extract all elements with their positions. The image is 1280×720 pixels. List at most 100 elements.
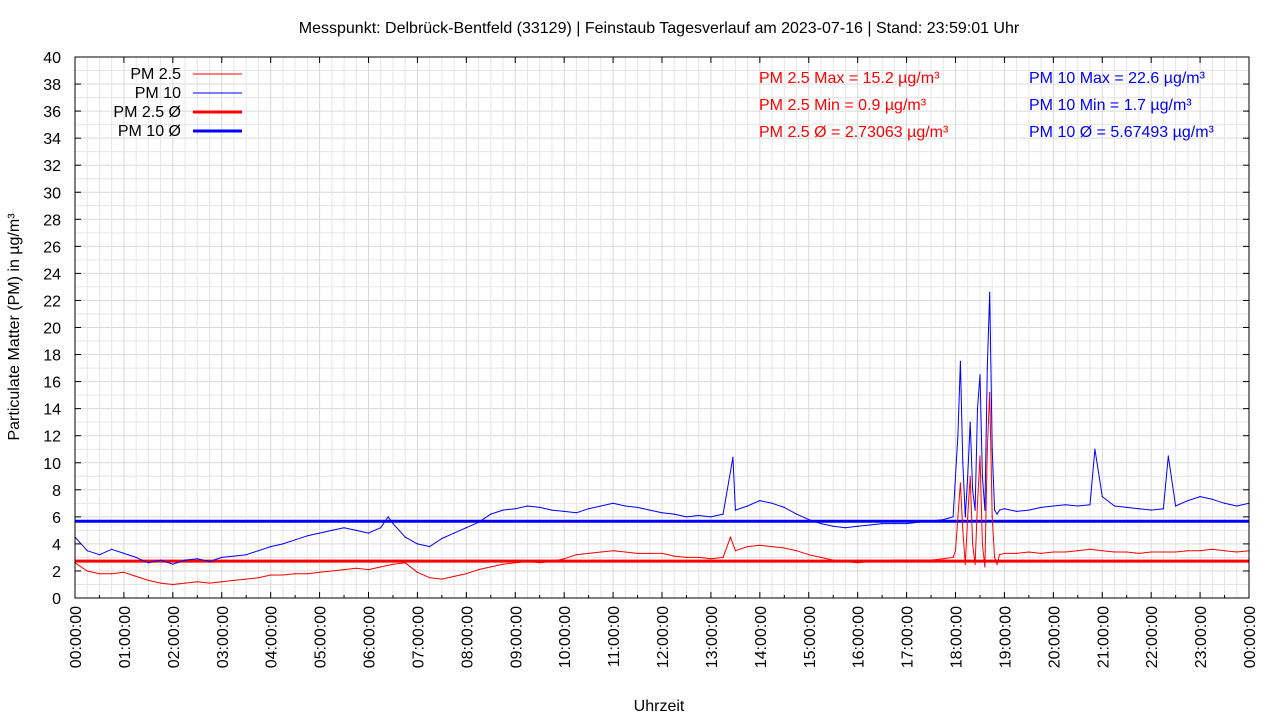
chart-title: Messpunkt: Delbrück-Bentfeld (33129) | F… (299, 20, 1020, 37)
data-point-pm-10 (710, 516, 712, 518)
x-tick-label: 07:00:00 (410, 606, 427, 668)
stats-annotations: PM 2.5 Max = 15.2 µg/m³ PM 2.5 Min = 0.9… (759, 70, 1215, 141)
y-tick-label: 32 (43, 158, 61, 175)
data-point-pm-10 (392, 523, 394, 525)
data-point-pm-2-5 (869, 560, 871, 563)
series-line-pm-10 (74, 291, 1250, 565)
data-point-pm-10 (969, 421, 971, 423)
data-point-pm-10 (478, 521, 480, 523)
data-point-pm-2-5 (964, 563, 966, 565)
data-point-pm-2-5 (1101, 550, 1103, 552)
data-point-pm-10 (649, 509, 651, 511)
data-point-pm-2-5 (976, 502, 979, 504)
data-point-pm-10 (771, 502, 773, 504)
y-tick-label: 30 (43, 185, 61, 202)
y-tick-label: 2 (52, 564, 61, 581)
y-axis-label: Particulate Matter (PM) in µg/m³ (6, 213, 23, 441)
data-point-pm-2-5 (111, 573, 113, 575)
data-point-pm-2-5 (808, 554, 810, 556)
data-point-pm-2-5 (930, 559, 932, 561)
legend-label-pm25-avg: PM 2.5 Ø (113, 104, 181, 121)
data-point-pm-10 (964, 516, 966, 518)
data-point-pm-10 (986, 367, 988, 369)
x-tick-label: 00:00:00 (1242, 606, 1259, 668)
data-point-pm-10 (1028, 509, 1030, 511)
data-point-pm-2-5 (942, 558, 944, 560)
data-point-pm-2-5 (954, 550, 957, 552)
data-point-pm-10 (673, 513, 675, 515)
data-point-pm-10 (184, 559, 186, 561)
data-point-pm-2-5 (998, 554, 1001, 556)
series-layer (74, 291, 1250, 586)
data-point-pm-10 (416, 543, 418, 545)
data-point-pm-10 (906, 523, 908, 525)
data-point-pm-2-5 (649, 552, 651, 555)
x-tick-label: 12:00:00 (655, 606, 672, 668)
stat-pm10-max: PM 10 Max = 22.6 µg/m³ (1029, 70, 1206, 87)
x-tick-label: 14:00:00 (753, 606, 770, 668)
data-point-pm-10 (123, 552, 125, 555)
data-point-pm-10 (994, 509, 996, 511)
data-point-pm-10 (636, 506, 639, 508)
data-point-pm-2-5 (355, 567, 357, 569)
data-point-pm-10 (981, 475, 984, 477)
data-point-pm-2-5 (86, 570, 88, 572)
data-point-pm-2-5 (1236, 551, 1238, 553)
data-point-pm-10 (429, 546, 431, 548)
data-point-pm-2-5 (1138, 552, 1140, 555)
x-tick-label: 01:00:00 (117, 606, 134, 668)
y-tick-label: 38 (43, 77, 61, 94)
data-point-pm-10 (832, 525, 834, 527)
x-tick-label: 10:00:00 (557, 606, 574, 668)
data-point-pm-10 (588, 508, 590, 510)
x-tick-label: 02:00:00 (166, 606, 183, 668)
data-point-pm-10 (380, 527, 382, 529)
data-point-pm-10 (972, 489, 974, 491)
data-point-pm-10 (1175, 505, 1177, 507)
data-point-pm-2-5 (551, 560, 553, 563)
legend-label-pm10: PM 10 (135, 85, 181, 102)
data-point-pm-2-5 (661, 552, 663, 555)
data-point-pm-10 (734, 509, 737, 511)
data-point-pm-10 (526, 505, 529, 507)
data-point-pm-10 (453, 532, 455, 534)
data-point-pm-10 (1150, 509, 1152, 511)
data-point-pm-2-5 (991, 516, 993, 518)
data-point-pm-10 (600, 505, 602, 507)
data-point-pm-2-5 (698, 556, 700, 559)
data-point-pm-2-5 (184, 582, 186, 584)
data-point-pm-2-5 (257, 577, 259, 579)
stat-pm25-min: PM 2.5 Min = 0.9 µg/m³ (759, 97, 927, 114)
data-point-pm-10 (367, 532, 370, 534)
x-tick-label: 13:00:00 (704, 606, 721, 668)
data-point-pm-2-5 (979, 455, 981, 457)
data-point-pm-10 (233, 555, 235, 557)
data-point-pm-2-5 (1187, 550, 1189, 552)
data-point-pm-10 (1089, 504, 1091, 506)
data-point-pm-2-5 (306, 573, 308, 575)
data-point-pm-10 (86, 550, 88, 552)
data-point-pm-2-5 (857, 562, 859, 564)
data-point-pm-10 (1101, 496, 1103, 498)
x-tick-label: 05:00:00 (313, 606, 330, 668)
data-point-pm-10 (306, 535, 308, 537)
data-point-pm-10 (404, 536, 406, 538)
data-point-pm-2-5 (1040, 552, 1042, 555)
data-point-pm-10 (270, 546, 272, 548)
x-tick-label: 19:00:00 (997, 606, 1014, 668)
y-tick-label: 22 (43, 293, 61, 310)
data-point-pm-2-5 (967, 516, 969, 518)
data-point-pm-10 (974, 509, 976, 511)
data-point-pm-10 (930, 520, 932, 522)
data-point-pm-2-5 (636, 552, 639, 555)
data-point-pm-10 (355, 529, 357, 532)
y-tick-label: 20 (43, 321, 61, 338)
data-point-pm-2-5 (710, 558, 712, 560)
data-point-pm-10 (1040, 506, 1042, 508)
data-point-pm-10 (1211, 498, 1213, 500)
x-tick-label: 04:00:00 (264, 606, 281, 668)
y-tick-label: 24 (43, 266, 61, 283)
data-point-pm-10 (698, 514, 700, 517)
data-point-pm-2-5 (673, 555, 675, 557)
